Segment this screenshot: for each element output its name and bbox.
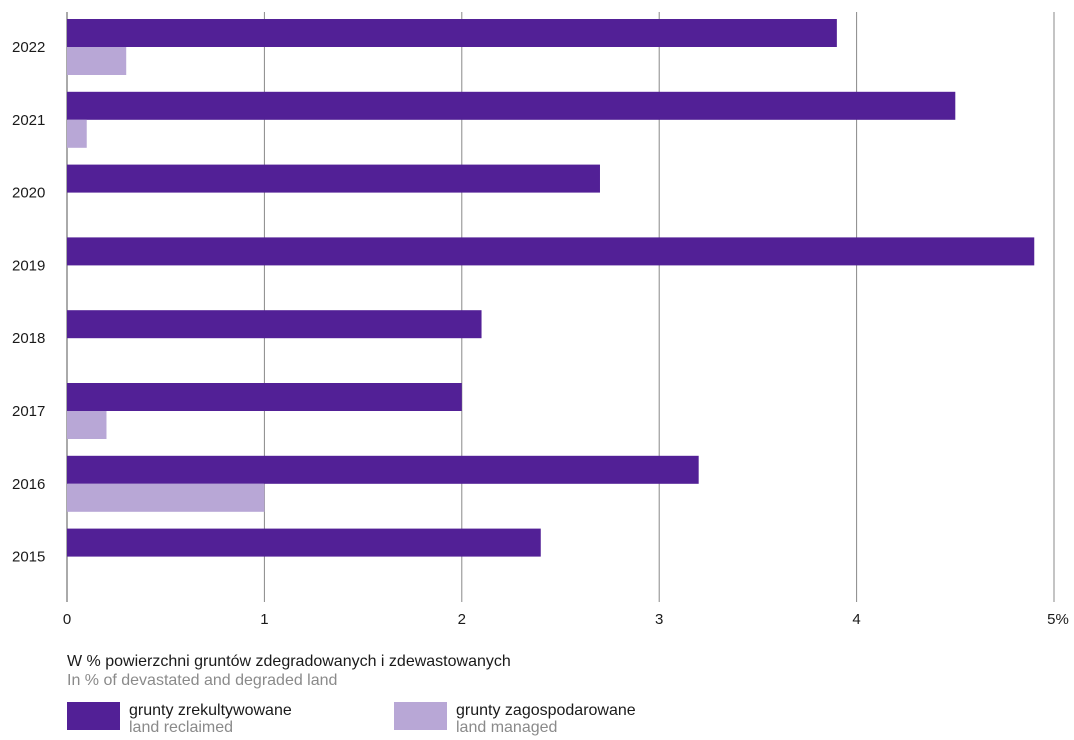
y-tick-label: 2015: [12, 549, 45, 566]
bar-managed: [67, 483, 265, 512]
x-tick-label: 3: [655, 611, 663, 628]
y-tick-label: 2016: [12, 476, 45, 493]
bar-managed: [67, 119, 87, 148]
legend-label-managed: grunty zagospodarowane: [456, 702, 636, 719]
legend-label-managed-en: land managed: [456, 719, 558, 736]
bar-reclaimed: [67, 528, 541, 557]
bar-managed: [67, 411, 107, 439]
legend-label-reclaimed-en: land reclaimed: [129, 719, 234, 736]
caption-polish: W % powierzchni gruntów zdegradowanych i…: [67, 653, 511, 670]
legend-item-managed: grunty zagospodarowane land managed: [394, 702, 636, 736]
y-tick-label: 2021: [12, 112, 45, 129]
x-tick-label: 2: [458, 611, 466, 628]
bar-reclaimed: [67, 19, 837, 47]
bar-chart: 0 1 2 3 4 5% 2022 2021 2020 2019 2018 2017 2016 2015: [12, 12, 1069, 628]
x-tick-label: 4: [852, 611, 860, 628]
x-tick-label: 1: [260, 611, 268, 628]
chart-caption: W % powierzchni gruntów zdegradowanych i…: [67, 652, 511, 690]
y-tick-label: 2019: [12, 257, 45, 274]
y-tick-label: 2022: [12, 39, 45, 56]
legend-swatch-reclaimed: [67, 702, 120, 730]
legend-item-reclaimed: grunty zrekultywowane land reclaimed: [67, 702, 292, 736]
caption-english: In % of devastated and degraded land: [67, 672, 338, 689]
x-tick-label: 5%: [1047, 611, 1069, 628]
bar-reclaimed: [67, 310, 482, 339]
bar-managed: [67, 47, 127, 75]
bar-reclaimed: [67, 237, 1035, 266]
y-tick-label: 2018: [12, 330, 45, 347]
bar-reclaimed: [67, 91, 956, 120]
x-tick-label: 0: [63, 611, 71, 628]
y-tick-label: 2020: [12, 185, 45, 202]
legend-label-reclaimed: grunty zrekultywowane: [129, 702, 292, 719]
bar-reclaimed: [67, 164, 600, 193]
legend-swatch-managed: [394, 702, 447, 730]
bar-reclaimed: [67, 455, 699, 484]
y-tick-label: 2017: [12, 403, 45, 420]
bar-reclaimed: [67, 383, 462, 411]
